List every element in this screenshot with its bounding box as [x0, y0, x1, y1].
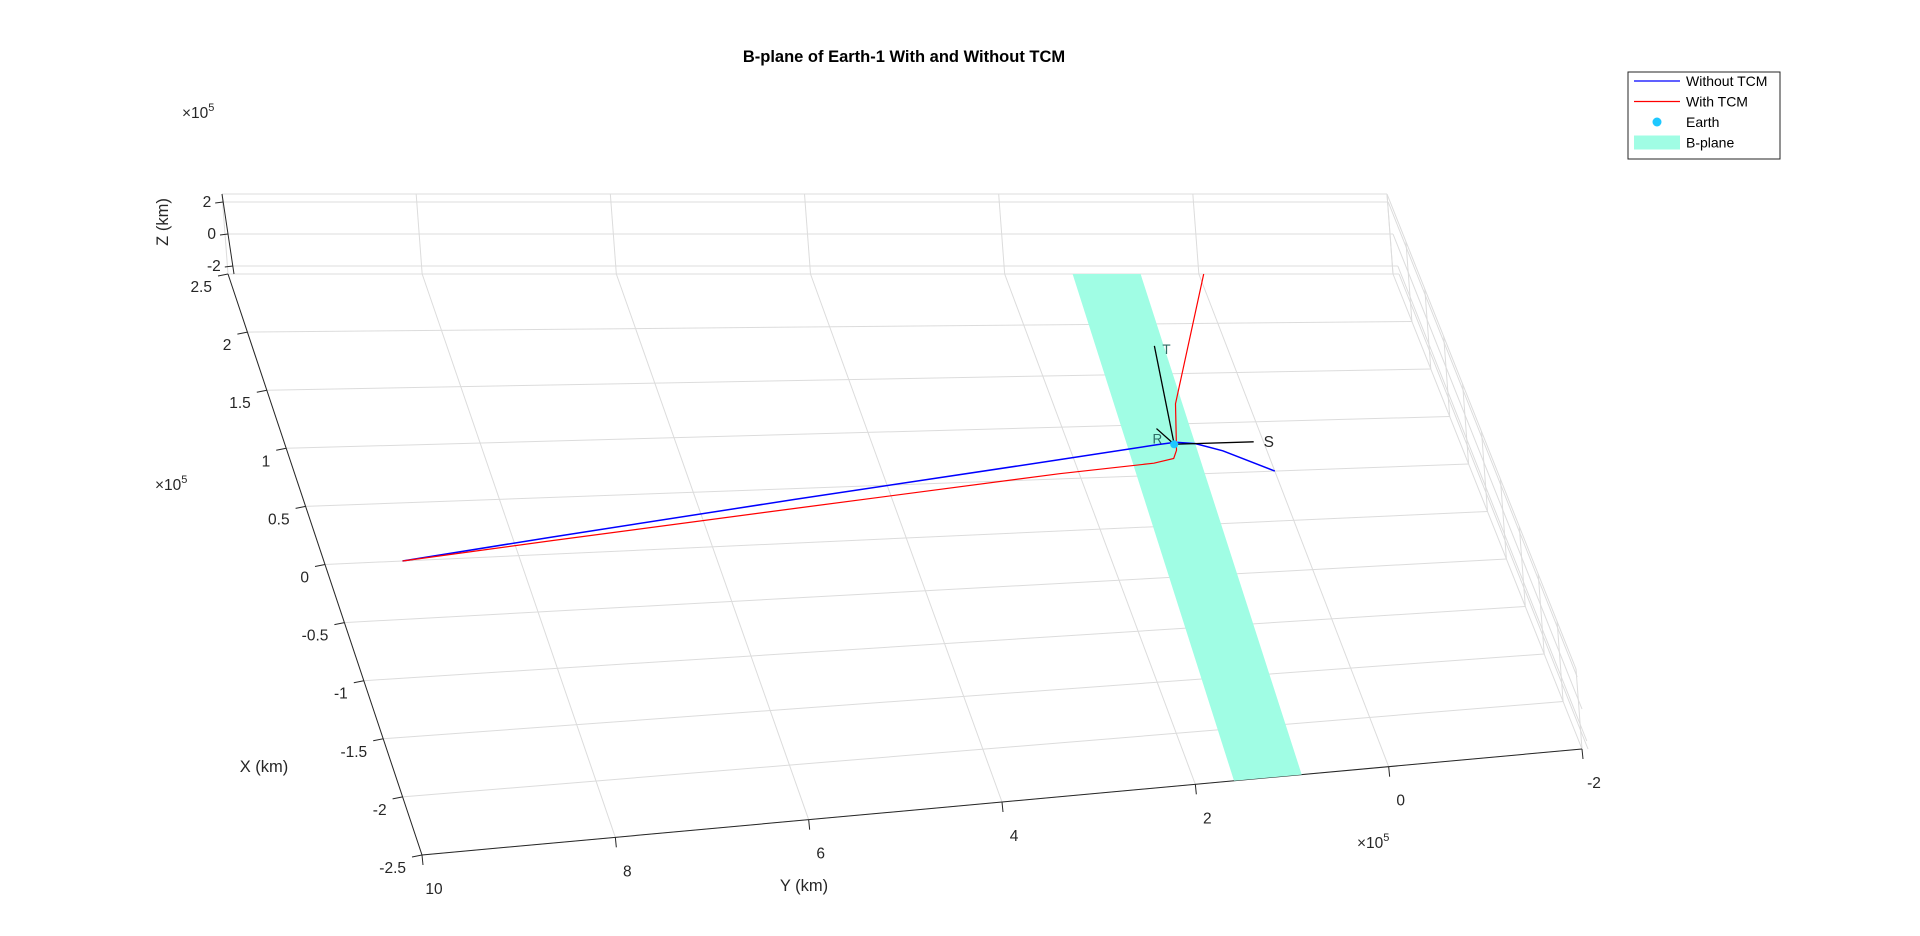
x-tick-mark — [373, 738, 384, 742]
grid-line-y — [421, 273, 616, 838]
x-tick-label: 2.5 — [190, 279, 212, 296]
grid-line-y — [1004, 273, 1196, 785]
x-tick-label: -0.5 — [302, 628, 329, 645]
b-vector-s — [1174, 441, 1254, 445]
wall-grid-line-x — [1481, 431, 1488, 512]
series-without-tcm — [402, 441, 1276, 562]
x-tick-label: 1.5 — [229, 395, 251, 412]
b-vector-label-t: T — [1162, 342, 1170, 357]
y-tick-mark — [1388, 766, 1391, 777]
bplane-patch — [1072, 274, 1302, 781]
z-tick-label: 0 — [207, 226, 216, 243]
tick-labels: -2.5 -2 -1.5 -1 -0.5 0 0.5 1 1.5 2 2.5 10 8 6 4 2 0 -2 2 0 -… — [190, 194, 1600, 898]
z-axis-label: Z (km) — [154, 198, 172, 246]
x-tick-label: -2.5 — [379, 860, 406, 877]
z-tick-mark — [215, 201, 224, 204]
svg-text:×105: ×105 — [1357, 832, 1389, 852]
x-tick-mark — [217, 273, 229, 277]
wall-grid-line-x — [1405, 241, 1413, 322]
x-tick-mark — [237, 331, 248, 335]
wall-grid-line-x — [1462, 383, 1470, 465]
grid-lines — [221, 193, 1589, 856]
legend-label-b-plane: B-plane — [1686, 135, 1734, 151]
grid-line-y — [1392, 273, 1583, 750]
grid-line-y — [615, 273, 810, 820]
earth-marker — [1170, 440, 1179, 449]
z-exponent-power: 5 — [208, 102, 214, 114]
legend-label-without-tcm: Without TCM — [1686, 73, 1767, 89]
x-tick-label: 0.5 — [268, 511, 290, 528]
x-tick-label: -1 — [334, 686, 348, 703]
wall-grid-line-z — [1397, 265, 1588, 742]
series-with-tcm — [402, 273, 1205, 562]
z-tick-label: 2 — [203, 194, 212, 211]
wall-grid-line-x — [1556, 621, 1564, 702]
legend-swatch-b-plane — [1634, 135, 1680, 150]
y-tick-mark — [1581, 748, 1584, 760]
x-tick-mark — [314, 564, 326, 567]
x-tick-label: 0 — [300, 570, 309, 587]
y-tick-label: 0 — [1396, 793, 1405, 810]
y-tick-label: 10 — [425, 881, 443, 898]
grid-line-y — [810, 273, 1003, 803]
svg-text:×105: ×105 — [182, 102, 214, 122]
z-tick-mark — [224, 265, 233, 268]
x-tick-label: -1.5 — [340, 744, 367, 761]
z-tick-label: -2 — [207, 258, 221, 275]
legend-label-earth: Earth — [1686, 114, 1719, 130]
x-tick-mark — [295, 505, 306, 509]
z-exponent-base: ×10 — [182, 105, 209, 122]
wall-grid-line-x — [1424, 288, 1432, 370]
wall-grid-line-x — [1443, 336, 1451, 417]
z-tick-mark — [219, 233, 229, 236]
wall-grid-line-z — [1387, 201, 1578, 678]
x-tick-mark — [411, 854, 423, 858]
x-exponent-base: ×10 — [155, 477, 182, 494]
wall-grid-line-x — [1575, 668, 1583, 750]
x-exponent-power: 5 — [181, 474, 187, 486]
y-axis-label: Y (km) — [780, 877, 828, 895]
b-vectors: S R T — [1152, 342, 1274, 451]
y-tick-mark — [808, 819, 811, 830]
x-tick-mark — [256, 389, 267, 393]
y-exponent-power: 5 — [1383, 832, 1389, 844]
x-tick-label: -2 — [373, 802, 387, 819]
x-tick-label: 2 — [223, 337, 232, 354]
wall-grid-line-z — [1392, 233, 1583, 710]
x-axis-label: X (km) — [240, 758, 289, 776]
x-tick-mark — [392, 796, 403, 800]
y-tick-label: -2 — [1587, 775, 1601, 792]
wall-grid-line-z — [1386, 193, 1577, 670]
chart-title: B-plane of Earth-1 With and Without TCM — [743, 48, 1065, 66]
wall-grid-line-x — [1537, 573, 1545, 655]
b-vector-t — [1153, 345, 1175, 445]
legend-label-with-tcm: With TCM — [1686, 94, 1748, 110]
y-exponent-base: ×10 — [1357, 835, 1384, 852]
x-tick-mark — [276, 447, 287, 451]
y-tick-mark — [1194, 784, 1197, 795]
wall-grid-line-x — [1499, 478, 1507, 560]
y-axis-exponent: ×105 — [1357, 832, 1389, 852]
wall-grid-line-x — [1518, 526, 1526, 607]
x-tick-label: 1 — [262, 453, 271, 470]
legend: Without TCM With TCM Earth B-plane — [1627, 71, 1781, 160]
b-vector-label-s: S — [1264, 434, 1274, 451]
y-tick-label: 6 — [816, 846, 825, 863]
y-tick-mark — [1001, 801, 1004, 813]
y-tick-label: 8 — [623, 863, 632, 880]
svg-text:×105: ×105 — [155, 474, 187, 494]
legend-swatch-earth — [1652, 117, 1662, 127]
x-tick-mark — [334, 622, 345, 626]
z-axis-exponent: ×105 — [182, 102, 214, 122]
grid-line-y — [1198, 273, 1390, 767]
b-vector-label-r: R — [1152, 432, 1162, 447]
x-axis-exponent: ×105 — [155, 474, 187, 494]
y-tick-mark — [421, 854, 424, 866]
x-tick-mark — [353, 680, 364, 684]
y-tick-label: 4 — [1010, 828, 1019, 845]
wall-grid-line-z — [1398, 273, 1589, 750]
y-tick-mark — [614, 837, 617, 848]
y-tick-label: 2 — [1203, 810, 1212, 827]
